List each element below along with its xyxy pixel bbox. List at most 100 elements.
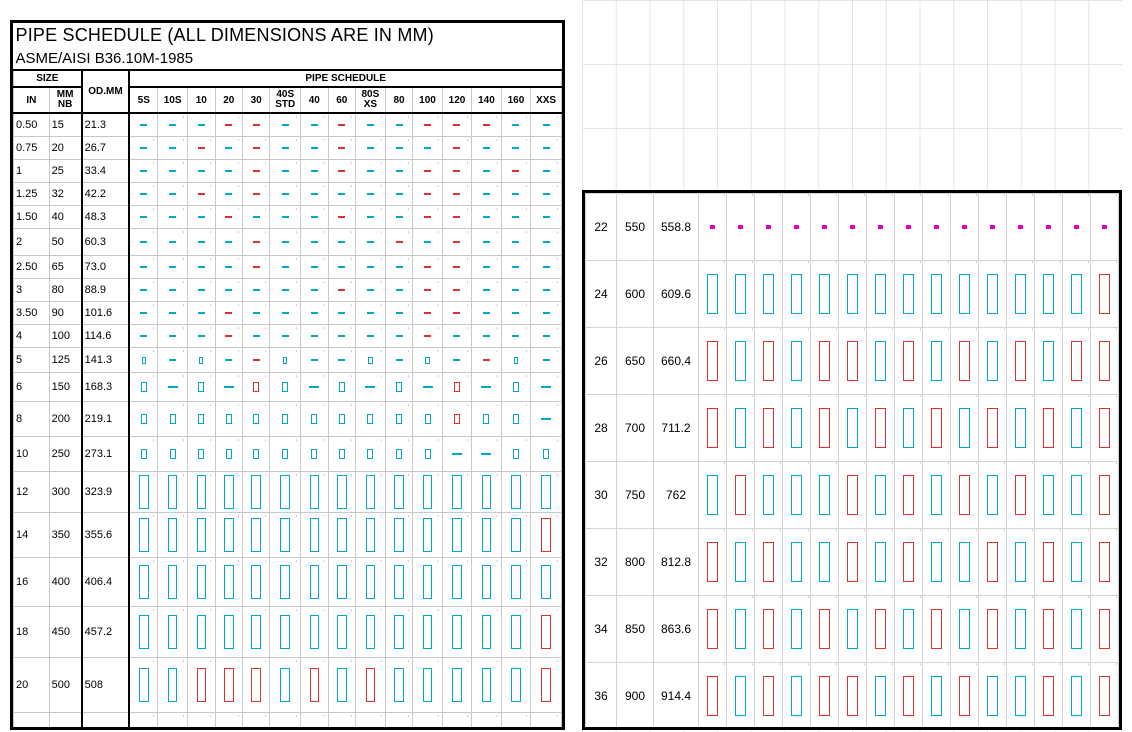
sched-cell: · bbox=[158, 402, 188, 437]
table-row: 8200219.1··············· bbox=[14, 402, 562, 437]
sched-cell: · bbox=[413, 402, 442, 437]
sched-cell: · bbox=[301, 607, 328, 658]
sched-cell: · bbox=[215, 713, 242, 731]
sched-cell: · bbox=[867, 529, 895, 596]
sched-cell: · bbox=[951, 395, 979, 462]
cell-in: 28 bbox=[586, 395, 617, 462]
sched-cell: · bbox=[328, 206, 355, 229]
table-row: 20500508··············· bbox=[14, 658, 562, 713]
table-row: 12300323.9··············· bbox=[14, 472, 562, 513]
sched-cell: · bbox=[328, 160, 355, 183]
sched-cell: · bbox=[531, 302, 562, 325]
sched-cell: · bbox=[301, 402, 328, 437]
sched-cell: · bbox=[755, 663, 783, 730]
sched-cell: · bbox=[811, 462, 839, 529]
sched-cell: · bbox=[783, 328, 811, 395]
sched-cell: · bbox=[1091, 395, 1119, 462]
header-sched-30: 30 bbox=[242, 87, 269, 113]
sched-cell: · bbox=[385, 658, 412, 713]
cell-in: 1.25 bbox=[14, 183, 50, 206]
cell-in: 0.75 bbox=[14, 137, 50, 160]
sched-cell: · bbox=[1007, 194, 1035, 261]
sched-cell: · bbox=[242, 206, 269, 229]
sched-cell: · bbox=[413, 229, 442, 256]
sched-cell: · bbox=[158, 279, 188, 302]
sched-cell: · bbox=[699, 194, 727, 261]
sched-cell: · bbox=[783, 462, 811, 529]
sched-cell: · bbox=[472, 160, 501, 183]
cell-in: 10 bbox=[14, 437, 50, 472]
sched-cell: · bbox=[442, 402, 471, 437]
sched-cell: · bbox=[215, 348, 242, 373]
cell-nb: 125 bbox=[49, 348, 81, 373]
sched-cell: · bbox=[531, 348, 562, 373]
header-size: SIZE bbox=[14, 70, 82, 87]
sched-cell: · bbox=[385, 325, 412, 348]
cell-in: 1.50 bbox=[14, 206, 50, 229]
sched-cell: · bbox=[442, 325, 471, 348]
cell-nb: 25 bbox=[49, 160, 81, 183]
header-od: OD.MM bbox=[82, 70, 130, 113]
table-row: 1.504048.3··············· bbox=[14, 206, 562, 229]
sched-cell: · bbox=[158, 513, 188, 558]
pipe-schedule-table-right: 22550558.8···············24600609.6·····… bbox=[585, 193, 1119, 730]
sched-cell: · bbox=[501, 348, 530, 373]
sched-cell: · bbox=[1035, 663, 1063, 730]
sched-cell: · bbox=[501, 160, 530, 183]
sched-cell: · bbox=[699, 663, 727, 730]
cell-od: 914.4 bbox=[654, 663, 699, 730]
sched-cell: · bbox=[215, 658, 242, 713]
cell-in: 30 bbox=[586, 462, 617, 529]
sched-cell: · bbox=[501, 206, 530, 229]
cell-od: 812.8 bbox=[654, 529, 699, 596]
sched-cell: · bbox=[355, 183, 385, 206]
sched-cell: · bbox=[188, 607, 215, 658]
cell-in: 5 bbox=[14, 348, 50, 373]
sched-cell: · bbox=[301, 558, 328, 607]
sched-cell: · bbox=[301, 325, 328, 348]
sched-cell: · bbox=[755, 194, 783, 261]
sched-cell: · bbox=[158, 348, 188, 373]
sched-cell: · bbox=[951, 529, 979, 596]
sched-cell: · bbox=[951, 328, 979, 395]
table-row: 1.253242.2··············· bbox=[14, 183, 562, 206]
sched-cell: · bbox=[270, 113, 301, 137]
sched-cell: · bbox=[413, 325, 442, 348]
sched-cell: · bbox=[1091, 663, 1119, 730]
sched-cell: · bbox=[129, 279, 157, 302]
cell-in: 1 bbox=[14, 160, 50, 183]
cell-nb: 650 bbox=[617, 328, 654, 395]
sched-cell: · bbox=[501, 183, 530, 206]
sched-cell: · bbox=[242, 113, 269, 137]
sched-cell: · bbox=[472, 325, 501, 348]
sched-cell: · bbox=[1091, 529, 1119, 596]
sched-cell: · bbox=[727, 596, 755, 663]
sched-cell: · bbox=[1035, 462, 1063, 529]
sched-cell: · bbox=[242, 348, 269, 373]
header-mm-nb: MMNB bbox=[49, 87, 81, 113]
cell-nb: 350 bbox=[49, 513, 81, 558]
sched-cell: · bbox=[242, 160, 269, 183]
sched-cell: · bbox=[472, 607, 501, 658]
sched-cell: · bbox=[895, 462, 923, 529]
sched-cell: · bbox=[301, 302, 328, 325]
cell-od: 168.3 bbox=[82, 373, 130, 402]
sched-cell: · bbox=[215, 513, 242, 558]
sched-cell: · bbox=[328, 137, 355, 160]
sched-cell: · bbox=[979, 596, 1007, 663]
sched-cell: · bbox=[215, 229, 242, 256]
table-row: 6150168.3··············· bbox=[14, 373, 562, 402]
sched-cell: · bbox=[1035, 261, 1063, 328]
sched-cell: · bbox=[355, 229, 385, 256]
sched-cell: · bbox=[158, 325, 188, 348]
sched-cell: · bbox=[385, 558, 412, 607]
table-row: 34850863.6··············· bbox=[586, 596, 1119, 663]
sched-cell: · bbox=[413, 137, 442, 160]
cell-in: 16 bbox=[14, 558, 50, 607]
sched-cell: · bbox=[385, 206, 412, 229]
cell-od: 26.7 bbox=[82, 137, 130, 160]
sched-cell: · bbox=[270, 302, 301, 325]
sched-cell: · bbox=[727, 462, 755, 529]
sched-cell: · bbox=[442, 713, 471, 731]
sched-cell: · bbox=[355, 325, 385, 348]
